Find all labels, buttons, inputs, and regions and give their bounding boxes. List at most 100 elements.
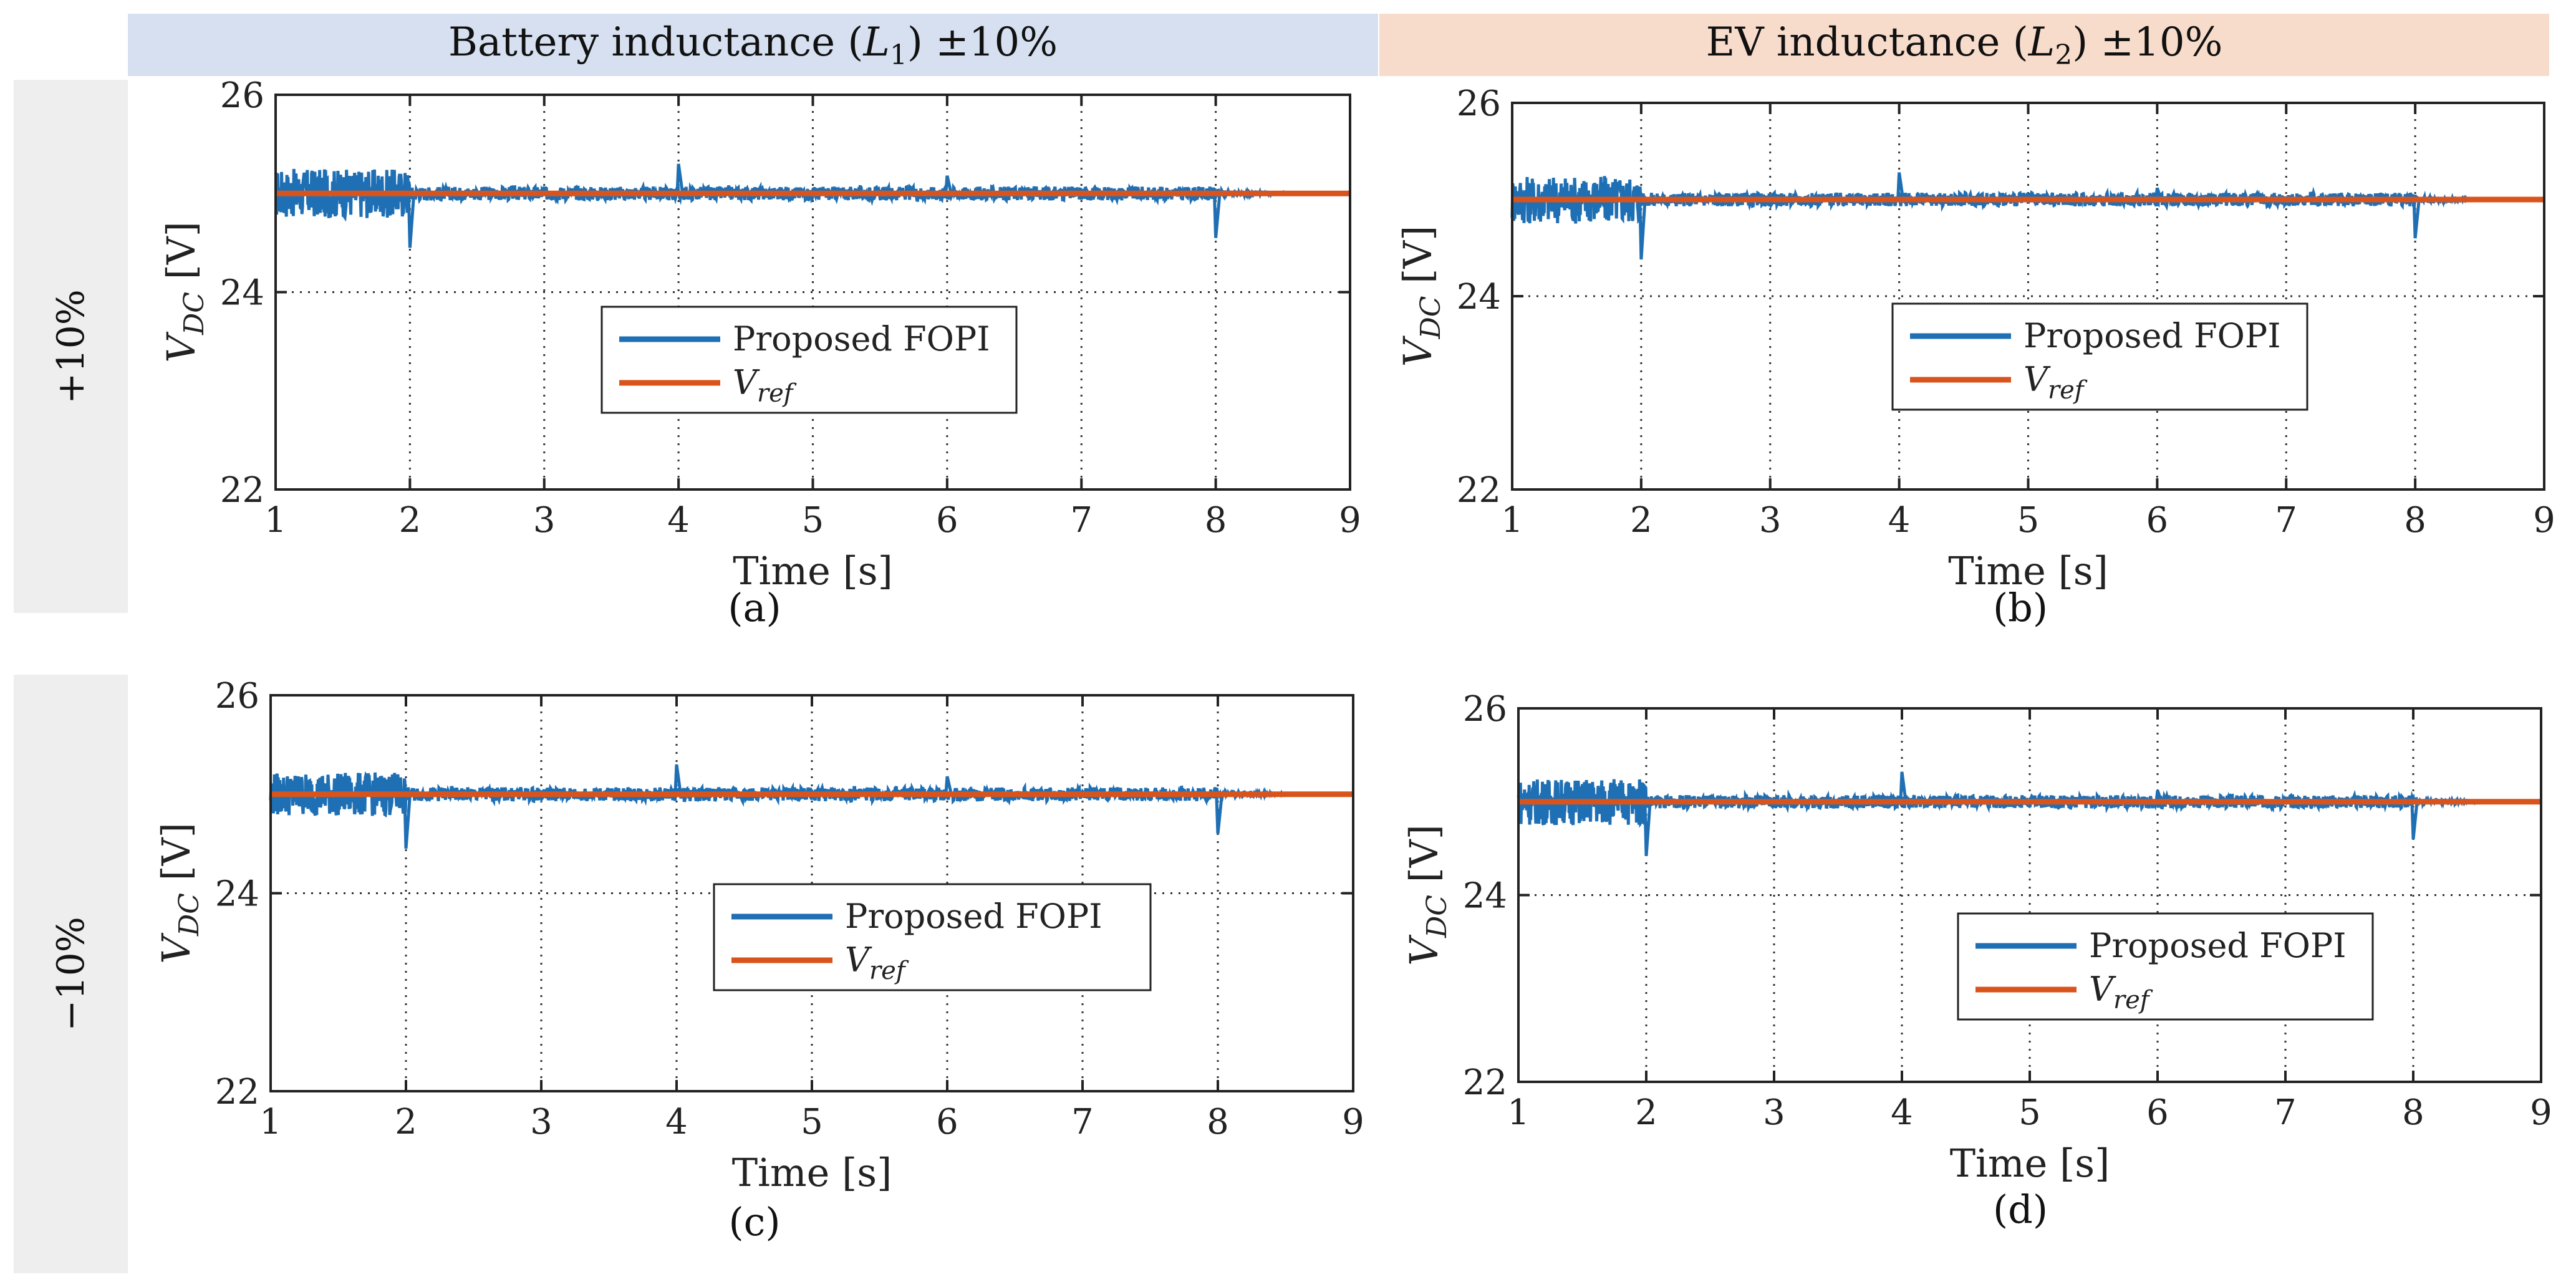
legend-label-vref: Vref — [2024, 360, 2088, 405]
plot-area — [276, 95, 1350, 489]
x-tick-label: 5 — [2019, 1092, 2041, 1133]
x-tick-label: 6 — [2146, 500, 2169, 541]
row-header-minus10: −10% — [14, 675, 128, 1273]
caption-c: (c) — [728, 1199, 781, 1245]
x-tick-label: 3 — [1763, 1092, 1785, 1133]
x-tick-label: 8 — [2402, 1092, 2424, 1133]
x-tick-label: 1 — [1501, 500, 1523, 541]
x-tick-label: 6 — [2146, 1092, 2169, 1133]
y-tick-label: 26 — [215, 676, 259, 716]
x-tick-label: 5 — [802, 500, 824, 541]
legend-label-vref: Vref — [2089, 970, 2153, 1015]
legend-vref-symbol: V — [2089, 970, 2116, 1009]
series-proposed-fopi — [1517, 771, 2491, 856]
row-header-plus10: +10% — [14, 80, 128, 613]
y-axis-label-sub: DC — [1421, 895, 1453, 938]
y-axis-label: VDC [V] — [1401, 824, 1453, 966]
y-tick-label: 26 — [220, 75, 264, 116]
x-tick-label: 2 — [395, 1102, 417, 1142]
x-tick-label: 8 — [2404, 500, 2426, 541]
y-axis-label-unit: [V] — [1401, 824, 1447, 895]
legend-label-proposed: Proposed FOPI — [2024, 316, 2281, 355]
x-axis-label: Time [s] — [1950, 1140, 2110, 1186]
y-tick-label: 24 — [1457, 277, 1501, 317]
x-tick-label: 4 — [1888, 500, 1911, 541]
legend-label-proposed: Proposed FOPI — [733, 319, 990, 359]
legend-label-vref: Vref — [845, 940, 909, 985]
y-axis-label-unit: [V] — [1395, 226, 1440, 296]
column-header-battery: Battery inductance (L1) ±10% — [128, 14, 1378, 76]
y-tick-label: 22 — [1463, 1063, 1507, 1103]
column-header-battery-text: Battery inductance (L1) ±10% — [448, 19, 1058, 71]
x-tick-label: 5 — [2017, 500, 2040, 541]
y-axis-label-sub: DC — [178, 292, 210, 335]
y-axis-label-sub: DC — [1415, 296, 1447, 340]
x-tick-label: 5 — [801, 1102, 823, 1142]
x-axis-label: Time [s] — [732, 1150, 892, 1195]
x-tick-label: 6 — [936, 500, 958, 541]
x-tick-label: 2 — [1635, 1092, 1657, 1133]
legend: Proposed FOPI Vref — [713, 883, 1152, 991]
x-tick-label: 3 — [533, 500, 556, 541]
legend-box — [1891, 302, 2308, 411]
caption-d: (d) — [1992, 1187, 2048, 1232]
x-tick-label: 2 — [1630, 500, 1652, 541]
series-proposed-fopi — [269, 764, 1300, 849]
x-tick-label: 1 — [1507, 1092, 1530, 1133]
y-axis-label-sub: DC — [173, 893, 205, 937]
legend-box — [1957, 912, 2374, 1021]
x-tick-label: 8 — [1205, 500, 1227, 541]
y-tick-label: 22 — [1457, 470, 1501, 511]
x-tick-label: 9 — [2533, 500, 2555, 541]
legend-label-proposed: Proposed FOPI — [2089, 926, 2347, 965]
legend: Proposed FOPI Vref — [1891, 302, 2308, 411]
legend-vref-sub: ref — [869, 957, 909, 985]
legend-vref-symbol: V — [2024, 360, 2051, 399]
legend: Proposed FOPI Vref — [1957, 912, 2374, 1021]
legend-vref-sub: ref — [2048, 376, 2088, 405]
y-axis-label-unit: [V] — [153, 822, 199, 893]
y-axis-label: VDC [V] — [153, 822, 205, 964]
x-tick-label: 9 — [2530, 1092, 2552, 1133]
legend-label-vref: Vref — [733, 363, 797, 408]
y-axis-label-unit: [V] — [158, 221, 204, 292]
y-axis-label: VDC [V] — [1395, 226, 1447, 367]
legend-vref-symbol: V — [845, 940, 872, 980]
x-tick-label: 7 — [1070, 500, 1093, 541]
x-tick-label: 7 — [1071, 1102, 1094, 1142]
legend-vref-sub: ref — [757, 379, 797, 408]
series-proposed-fopi — [274, 163, 1296, 248]
column-header-ev-text: EV inductance (L2) ±10% — [1705, 19, 2223, 71]
y-tick-label: 24 — [1463, 876, 1507, 917]
x-tick-label: 7 — [2275, 500, 2297, 541]
y-tick-label: 22 — [215, 1072, 259, 1112]
x-tick-label: 9 — [1339, 500, 1361, 541]
x-tick-label: 7 — [2274, 1092, 2297, 1133]
x-tick-label: 6 — [936, 1102, 958, 1142]
x-tick-label: 1 — [264, 500, 287, 541]
legend-vref-symbol: V — [733, 363, 760, 402]
legend-vref-sub: ref — [2113, 986, 2153, 1015]
column-header-ev: EV inductance (L2) ±10% — [1379, 14, 2549, 76]
y-tick-label: 24 — [215, 874, 259, 915]
y-tick-label: 22 — [220, 470, 264, 511]
x-tick-label: 8 — [1207, 1102, 1229, 1142]
series-proposed-fopi — [1510, 172, 2493, 260]
legend-box — [601, 306, 1018, 414]
x-tick-label: 4 — [667, 500, 690, 541]
x-tick-label: 3 — [530, 1102, 552, 1142]
y-axis-label: VDC [V] — [158, 221, 210, 363]
x-tick-label: 1 — [259, 1102, 282, 1142]
y-axis-label-symbol: V — [1401, 934, 1447, 966]
y-axis-label-symbol: V — [1395, 335, 1440, 367]
caption-a: (a) — [728, 585, 781, 630]
y-tick-label: 26 — [1463, 689, 1507, 730]
x-tick-label: 9 — [1342, 1102, 1364, 1142]
legend-box — [713, 883, 1152, 991]
y-axis-label-symbol: V — [158, 331, 204, 363]
